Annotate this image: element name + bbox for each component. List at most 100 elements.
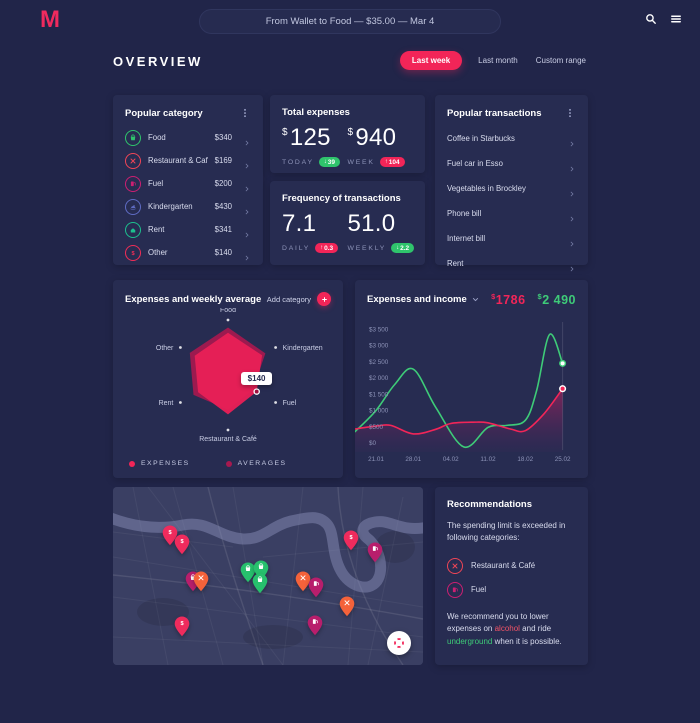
basket-icon xyxy=(125,129,141,146)
spending-map[interactable]: $ $ xyxy=(113,487,423,665)
income-total: $2 490 xyxy=(537,292,576,308)
exceeded-category-row[interactable]: Fuel xyxy=(447,578,576,602)
exceeded-category-list: Restaurant & Café Fuel xyxy=(447,554,576,602)
dollar-pin[interactable]: $ xyxy=(174,534,190,555)
category-amount: $200 xyxy=(214,179,232,188)
chevron-right-icon xyxy=(568,210,576,221)
category-label: Restaurant & Café xyxy=(148,156,208,165)
trend-badge: ↑ 104 xyxy=(379,157,405,167)
transaction-row[interactable]: Fuel car in Esso xyxy=(435,151,588,176)
svg-text:$: $ xyxy=(131,251,135,257)
transaction-label: Vegetables in Brockley xyxy=(447,184,526,193)
advice-text: and ride xyxy=(519,624,552,634)
plus-icon[interactable] xyxy=(317,292,331,306)
transaction-label: Phone bill xyxy=(447,209,482,218)
transaction-row[interactable]: Internet bill xyxy=(435,226,588,251)
transaction-row[interactable]: Coffee in Starbucks xyxy=(435,126,588,151)
category-label: Fuel xyxy=(148,179,164,188)
transaction-label: Coffee in Starbucks xyxy=(447,134,515,143)
fuel-pin[interactable] xyxy=(308,577,324,598)
card-title: Recommendations xyxy=(447,499,532,510)
restaurant-pin[interactable] xyxy=(295,571,311,592)
stat-label: DAILY xyxy=(282,244,311,252)
svg-text:$0: $0 xyxy=(369,440,377,447)
transaction-row[interactable]: Vegetables in Brockley xyxy=(435,176,588,201)
card-title: Popular transactions xyxy=(447,107,542,119)
recommendation-advice: We recommend you to lower expenses on al… xyxy=(447,611,576,648)
dollar-pin[interactable]: $ xyxy=(162,525,178,546)
category-row[interactable]: Food $340 xyxy=(113,126,263,149)
svg-text:Kindergarten: Kindergarten xyxy=(283,345,323,352)
notification-bar[interactable]: From Wallet to Food — $35.00 — Mar 4 xyxy=(199,9,501,34)
tab-last-month[interactable]: Last month xyxy=(476,51,520,70)
app-logo[interactable]: M xyxy=(40,6,60,33)
recommendations-card: Recommendations The spending limit is ex… xyxy=(435,487,588,665)
utensils-icon xyxy=(447,557,463,574)
chevron-right-icon xyxy=(243,157,251,168)
card-title: Expenses and weekly average xyxy=(125,293,262,305)
advice-text: We recommend you to lower expenses on xyxy=(447,611,549,634)
chevron-right-icon xyxy=(243,134,251,145)
transaction-row[interactable]: Rent xyxy=(435,251,588,276)
chevron-right-icon xyxy=(243,226,251,237)
card-title: Frequency of transactions xyxy=(282,193,401,204)
category-label: Kindergarten xyxy=(148,202,193,211)
stat-weekly: 51.0 WEEKLY ↓ 2.2 xyxy=(347,210,415,253)
search-icon[interactable] xyxy=(644,12,658,26)
fuel-pin[interactable] xyxy=(307,615,323,636)
stat-value: $940 xyxy=(347,124,397,151)
category-row[interactable]: Restaurant & Café $169 xyxy=(113,149,263,172)
restaurant-pin[interactable] xyxy=(193,571,209,592)
legend-averages[interactable]: AVERAGES xyxy=(225,460,287,467)
exceeded-category-label: Fuel xyxy=(471,585,487,595)
chart-type-dropdown[interactable]: Expenses and income xyxy=(367,294,491,305)
restaurant-pin[interactable] xyxy=(339,596,355,617)
svg-text:18.02: 18.02 xyxy=(517,456,533,463)
kebab-menu-icon[interactable] xyxy=(239,107,251,119)
chevron-right-icon xyxy=(568,135,576,146)
svg-text:$: $ xyxy=(349,535,353,541)
fuel-pin[interactable] xyxy=(367,542,383,563)
tab-last-week[interactable]: Last week xyxy=(399,51,463,70)
dollar-pin[interactable]: $ xyxy=(343,530,359,551)
exceeded-category-row[interactable]: Restaurant & Café xyxy=(447,554,576,578)
stat-today: $125 TODAY ↓ 39 xyxy=(282,124,348,167)
income-chart: $3 500 $3 000 $2 500 $2 000 $1 500 $1 000 $500… xyxy=(355,322,571,463)
add-category-button[interactable]: Add category xyxy=(267,292,331,306)
svg-text:Rent: Rent xyxy=(159,400,174,407)
chevron-right-icon xyxy=(568,260,576,271)
kebab-menu-icon[interactable] xyxy=(564,107,576,119)
popular-transactions-card: Popular transactions Coffee in Starbucks… xyxy=(435,95,588,271)
legend-expenses[interactable]: EXPENSES xyxy=(129,460,190,467)
menu-icon[interactable] xyxy=(669,12,683,26)
svg-text:$500: $500 xyxy=(369,424,384,431)
grocery-pin[interactable] xyxy=(240,562,256,583)
advice-highlight-underground: underground xyxy=(447,636,493,646)
dollar-pin[interactable]: $ xyxy=(174,616,190,637)
transaction-row[interactable]: Phone bill xyxy=(435,201,588,226)
svg-text:Restaurant & Café: Restaurant & Café xyxy=(199,436,257,443)
svg-text:$3 000: $3 000 xyxy=(369,343,389,350)
category-row[interactable]: Fuel $200 xyxy=(113,172,263,195)
svg-text:$1 000: $1 000 xyxy=(369,408,389,415)
category-label: Food xyxy=(148,133,166,142)
exceeded-category-label: Restaurant & Café xyxy=(471,561,536,571)
category-row[interactable]: Kindergarten $430 xyxy=(113,195,263,218)
category-label: Other xyxy=(148,248,168,257)
locate-me-button[interactable] xyxy=(387,631,411,655)
stat-value: 51.0 xyxy=(347,210,396,237)
tab-custom-range[interactable]: Custom range xyxy=(534,51,588,70)
advice-text: when it is possible. xyxy=(492,636,562,646)
transaction-list: Coffee in Starbucks Fuel car in Esso Veg… xyxy=(435,126,588,276)
svg-text:$: $ xyxy=(180,621,184,627)
category-amount: $340 xyxy=(214,133,232,142)
grocery-pin[interactable] xyxy=(252,573,268,594)
chevron-right-icon xyxy=(568,185,576,196)
add-category-label: Add category xyxy=(266,294,311,304)
frequency-card: Frequency of transactions 7.1 DAILY ↑ 0.3… xyxy=(270,181,425,265)
category-row[interactable]: $ Other $140 xyxy=(113,241,263,264)
weekly-average-card: Expenses and weekly average Add category… xyxy=(113,280,343,478)
chevron-right-icon xyxy=(243,203,251,214)
category-row[interactable]: Rent $341 xyxy=(113,218,263,241)
category-label: Rent xyxy=(148,225,165,234)
